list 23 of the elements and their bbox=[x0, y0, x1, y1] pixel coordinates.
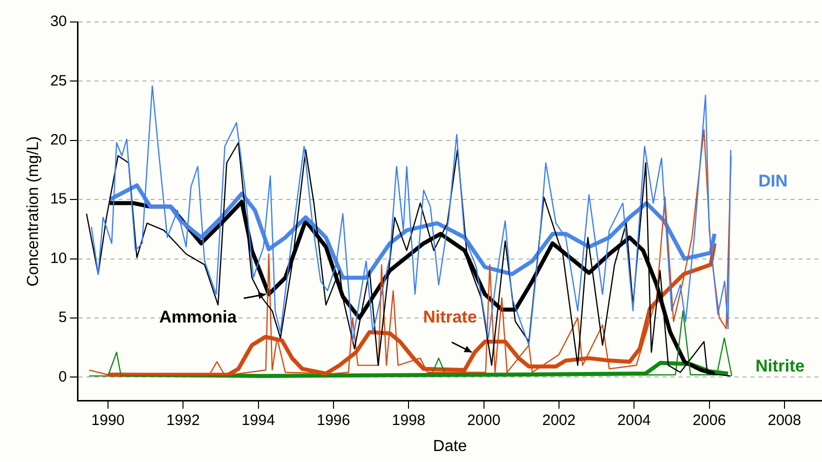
x-axis-title: Date bbox=[433, 438, 467, 455]
annotation: Ammonia bbox=[159, 308, 238, 327]
y-tick-label: 30 bbox=[50, 13, 67, 30]
y-tick-label: 20 bbox=[50, 132, 67, 149]
y-tick-label: 5 bbox=[58, 309, 67, 326]
y-tick-label: 10 bbox=[50, 250, 67, 267]
y-tick-label: 15 bbox=[50, 190, 67, 208]
x-tick-label: 1992 bbox=[166, 412, 200, 429]
x-tick-label: 1994 bbox=[242, 412, 275, 429]
annotation: Nitrate bbox=[423, 308, 477, 327]
x-tick-label: 1996 bbox=[316, 412, 350, 429]
x-tick-label: 2004 bbox=[617, 412, 651, 429]
y-axis-title: Concentration (mg/L) bbox=[25, 136, 42, 287]
x-tick-label: 1998 bbox=[392, 412, 426, 429]
y-tick-label: 0 bbox=[58, 368, 67, 386]
x-tick-label: 2000 bbox=[467, 412, 500, 429]
y-tick-label: 25 bbox=[50, 72, 67, 90]
x-tick-label: 2006 bbox=[692, 412, 726, 429]
annotation: DIN bbox=[758, 172, 788, 191]
x-tick-label: 2002 bbox=[542, 412, 576, 429]
x-tick-label: 2008 bbox=[768, 412, 802, 429]
x-tick-label: 1990 bbox=[91, 412, 125, 429]
annotation: Nitrite bbox=[755, 356, 805, 376]
